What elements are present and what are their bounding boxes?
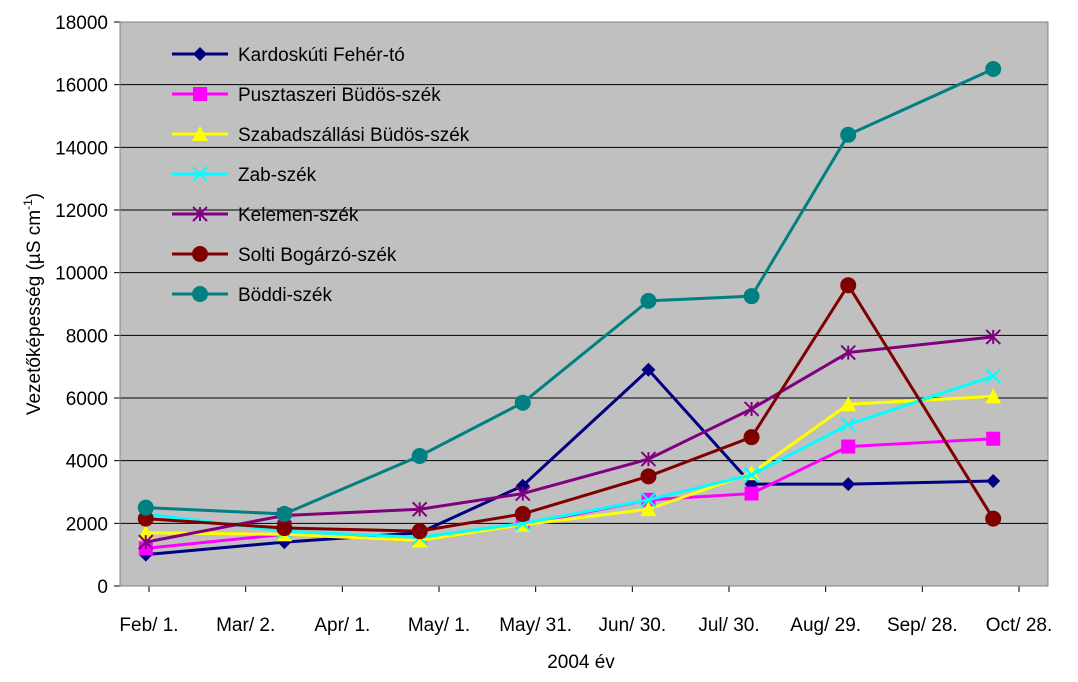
x-tick-label: Mar/ 2. (216, 615, 275, 636)
marker (137, 524, 154, 540)
y-tick-label: 10000 (55, 264, 108, 285)
series-line (145, 367, 994, 557)
marker (985, 388, 1002, 404)
y-tick-label: 8000 (66, 326, 108, 347)
marker (276, 520, 293, 537)
marker (985, 329, 1001, 345)
legend-label: Böddi-szék (238, 285, 332, 306)
y-tick-label: 2000 (66, 514, 108, 535)
marker (193, 87, 207, 101)
marker (840, 396, 857, 412)
marker (640, 492, 657, 508)
y-tick-label: 4000 (66, 452, 108, 473)
x-tick-label: May/ 31. (499, 615, 572, 636)
marker (840, 126, 857, 143)
marker (743, 401, 760, 417)
marker (411, 501, 428, 517)
y-tick-label: 16000 (55, 76, 108, 97)
marker (640, 451, 657, 467)
plot-area (120, 22, 1048, 586)
y-axis-title-sup: -1 (21, 199, 35, 210)
y-tick-label: 18000 (55, 13, 108, 34)
legend-label: Solti Bogárzó-szék (238, 245, 397, 266)
x-tick-label: May/ 1. (408, 615, 470, 636)
marker (514, 394, 531, 411)
marker (276, 505, 293, 522)
x-tick-label: Apr/ 1. (314, 615, 370, 636)
marker (641, 362, 656, 377)
x-tick-label: Sep/ 28. (887, 615, 958, 636)
marker (986, 431, 1001, 446)
legend-label: Szabadszállási Büdös-szék (238, 125, 470, 146)
x-tick-label: Jul/ 30. (698, 615, 759, 636)
marker (840, 416, 856, 433)
marker (193, 47, 207, 61)
series-line (145, 374, 994, 539)
marker (640, 501, 657, 517)
marker (515, 485, 531, 502)
marker (192, 166, 208, 182)
marker (840, 277, 857, 294)
legend-label: Pusztaszeri Büdös-szék (238, 85, 441, 106)
legend-label: Zab-szék (238, 165, 317, 186)
plot-border (119, 21, 1049, 587)
marker (985, 61, 1002, 77)
marker (192, 126, 208, 141)
x-tick-label: Jun/ 30. (599, 615, 667, 636)
series-line (145, 282, 995, 533)
marker (743, 429, 760, 446)
marker (192, 206, 208, 222)
y-tick-label: 14000 (55, 138, 108, 159)
marker (411, 532, 428, 548)
marker (192, 246, 208, 262)
marker (985, 510, 1002, 527)
legend-label: Kardoskúti Fehér-tó (238, 45, 405, 66)
marker (640, 292, 657, 309)
marker (986, 474, 1001, 489)
series-line (145, 335, 994, 544)
marker (138, 534, 154, 550)
marker (743, 467, 760, 483)
legend-label: Kelemen-szék (238, 205, 359, 226)
series-line (145, 394, 994, 543)
marker (841, 477, 856, 492)
y-tick-label: 12000 (55, 201, 108, 222)
series-line (145, 67, 994, 516)
marker (743, 288, 760, 305)
y-axis-title: Vezetőképesség (µS cm-1) (21, 193, 45, 415)
marker (514, 505, 531, 522)
marker (411, 523, 428, 540)
marker (192, 286, 208, 302)
marker (137, 510, 154, 527)
marker (841, 439, 856, 454)
marker (137, 499, 154, 516)
x-tick-label: Aug/ 29. (790, 615, 861, 636)
x-tick-label: Feb/ 1. (119, 615, 178, 636)
y-tick-label: 0 (97, 577, 108, 598)
x-tick-label: Oct/ 28. (986, 615, 1053, 636)
y-axis-title-end: ) (24, 193, 45, 199)
marker (840, 344, 856, 361)
marker (640, 468, 657, 485)
y-axis-title-text: Vezetőképesség (µS cm (24, 210, 45, 415)
y-tick-label: 6000 (66, 389, 108, 410)
marker (411, 447, 428, 464)
x-axis-title: 2004 év (547, 652, 615, 673)
marker (985, 368, 1001, 384)
marker (744, 486, 759, 501)
